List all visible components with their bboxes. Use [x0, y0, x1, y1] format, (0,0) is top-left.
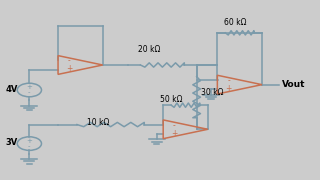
- Text: +: +: [27, 138, 32, 143]
- Text: 10 kΩ: 10 kΩ: [87, 118, 109, 127]
- Text: +: +: [225, 84, 232, 93]
- Text: 60 kΩ: 60 kΩ: [224, 18, 246, 27]
- Text: 4V: 4V: [6, 85, 18, 94]
- Text: 30 kΩ: 30 kΩ: [201, 88, 223, 97]
- Text: +: +: [171, 129, 178, 138]
- Text: +: +: [27, 84, 32, 90]
- Text: -: -: [28, 143, 31, 149]
- Text: Vout: Vout: [282, 80, 306, 89]
- Text: -: -: [28, 90, 31, 96]
- Text: 20 kΩ: 20 kΩ: [138, 45, 160, 54]
- Text: -: -: [68, 57, 71, 66]
- Text: 3V: 3V: [6, 138, 18, 147]
- Text: 50 kΩ: 50 kΩ: [160, 95, 182, 104]
- Text: +: +: [66, 64, 72, 73]
- Text: -: -: [173, 121, 176, 130]
- Text: -: -: [227, 76, 230, 85]
